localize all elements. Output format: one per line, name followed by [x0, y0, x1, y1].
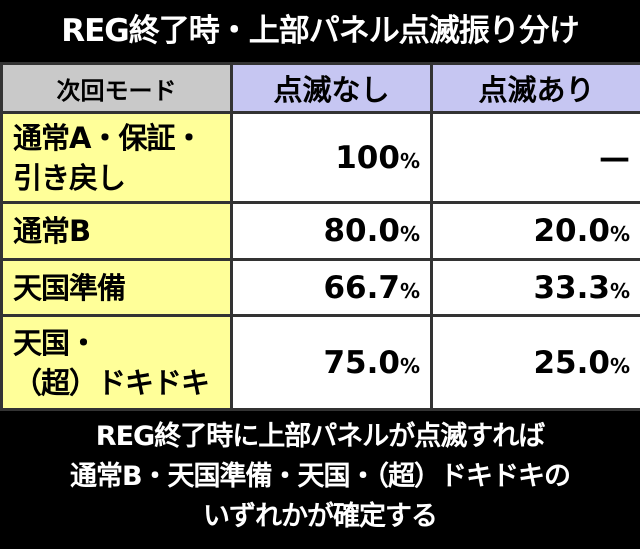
value-cell: 66.7%: [230, 258, 433, 317]
value: —: [599, 139, 630, 176]
value-cell: 100%: [230, 111, 433, 204]
mode-line: 通常B: [13, 214, 91, 248]
value-cell: —: [430, 111, 640, 204]
value: 100: [335, 139, 400, 176]
mode-line: 引き戻し: [13, 160, 126, 195]
unit: %: [399, 148, 420, 173]
value-cell: 25.0%: [430, 314, 640, 411]
value: 25.0: [533, 344, 610, 381]
title: REG終了時・上部パネル点滅振り分け: [61, 13, 580, 49]
mode-line: （超）ドキドキ: [13, 365, 210, 400]
unit: %: [609, 353, 630, 378]
mode-cell: 天国準備: [0, 258, 233, 317]
value: 66.7: [323, 269, 400, 306]
unit: %: [399, 353, 420, 378]
value-cell: 33.3%: [430, 258, 640, 317]
mode-line: 天国・: [13, 325, 98, 360]
footer-line: 通常B・天国準備・天国・（超）ドキドキの: [69, 461, 571, 492]
table: 次回モード 点滅なし 点滅あり 通常A・保証・ 引き戻し 100% — 通常B 8…: [0, 62, 640, 411]
footer-line: REG終了時に上部パネルが点滅すれば: [95, 421, 545, 452]
mode-cell: 天国・ （超）ドキドキ: [0, 314, 233, 411]
column-header: 次回モード: [0, 62, 233, 114]
value: 20.0: [533, 213, 610, 249]
value-cell: 80.0%: [230, 201, 433, 261]
mode-cell: 通常B: [0, 201, 233, 261]
unit: %: [609, 222, 630, 246]
unit: %: [609, 278, 630, 303]
unit: %: [399, 222, 420, 246]
footer: REG終了時に上部パネルが点滅すれば 通常B・天国準備・天国・（超）ドキドキの …: [0, 411, 640, 537]
footer-line: いずれかが確定する: [203, 501, 438, 532]
column-header: 点滅あり: [430, 62, 640, 114]
mode-line: 天国準備: [13, 270, 126, 305]
mode-cell: 通常A・保証・ 引き戻し: [0, 111, 233, 204]
value: 80.0: [323, 213, 400, 249]
value-cell: 75.0%: [230, 314, 433, 411]
unit: %: [399, 278, 420, 303]
value: 33.3: [533, 269, 610, 306]
value: 75.0: [323, 344, 400, 381]
column-header: 点滅なし: [230, 62, 433, 114]
value-cell: 20.0%: [430, 201, 640, 261]
mode-line: 通常A・保証・: [13, 120, 203, 155]
